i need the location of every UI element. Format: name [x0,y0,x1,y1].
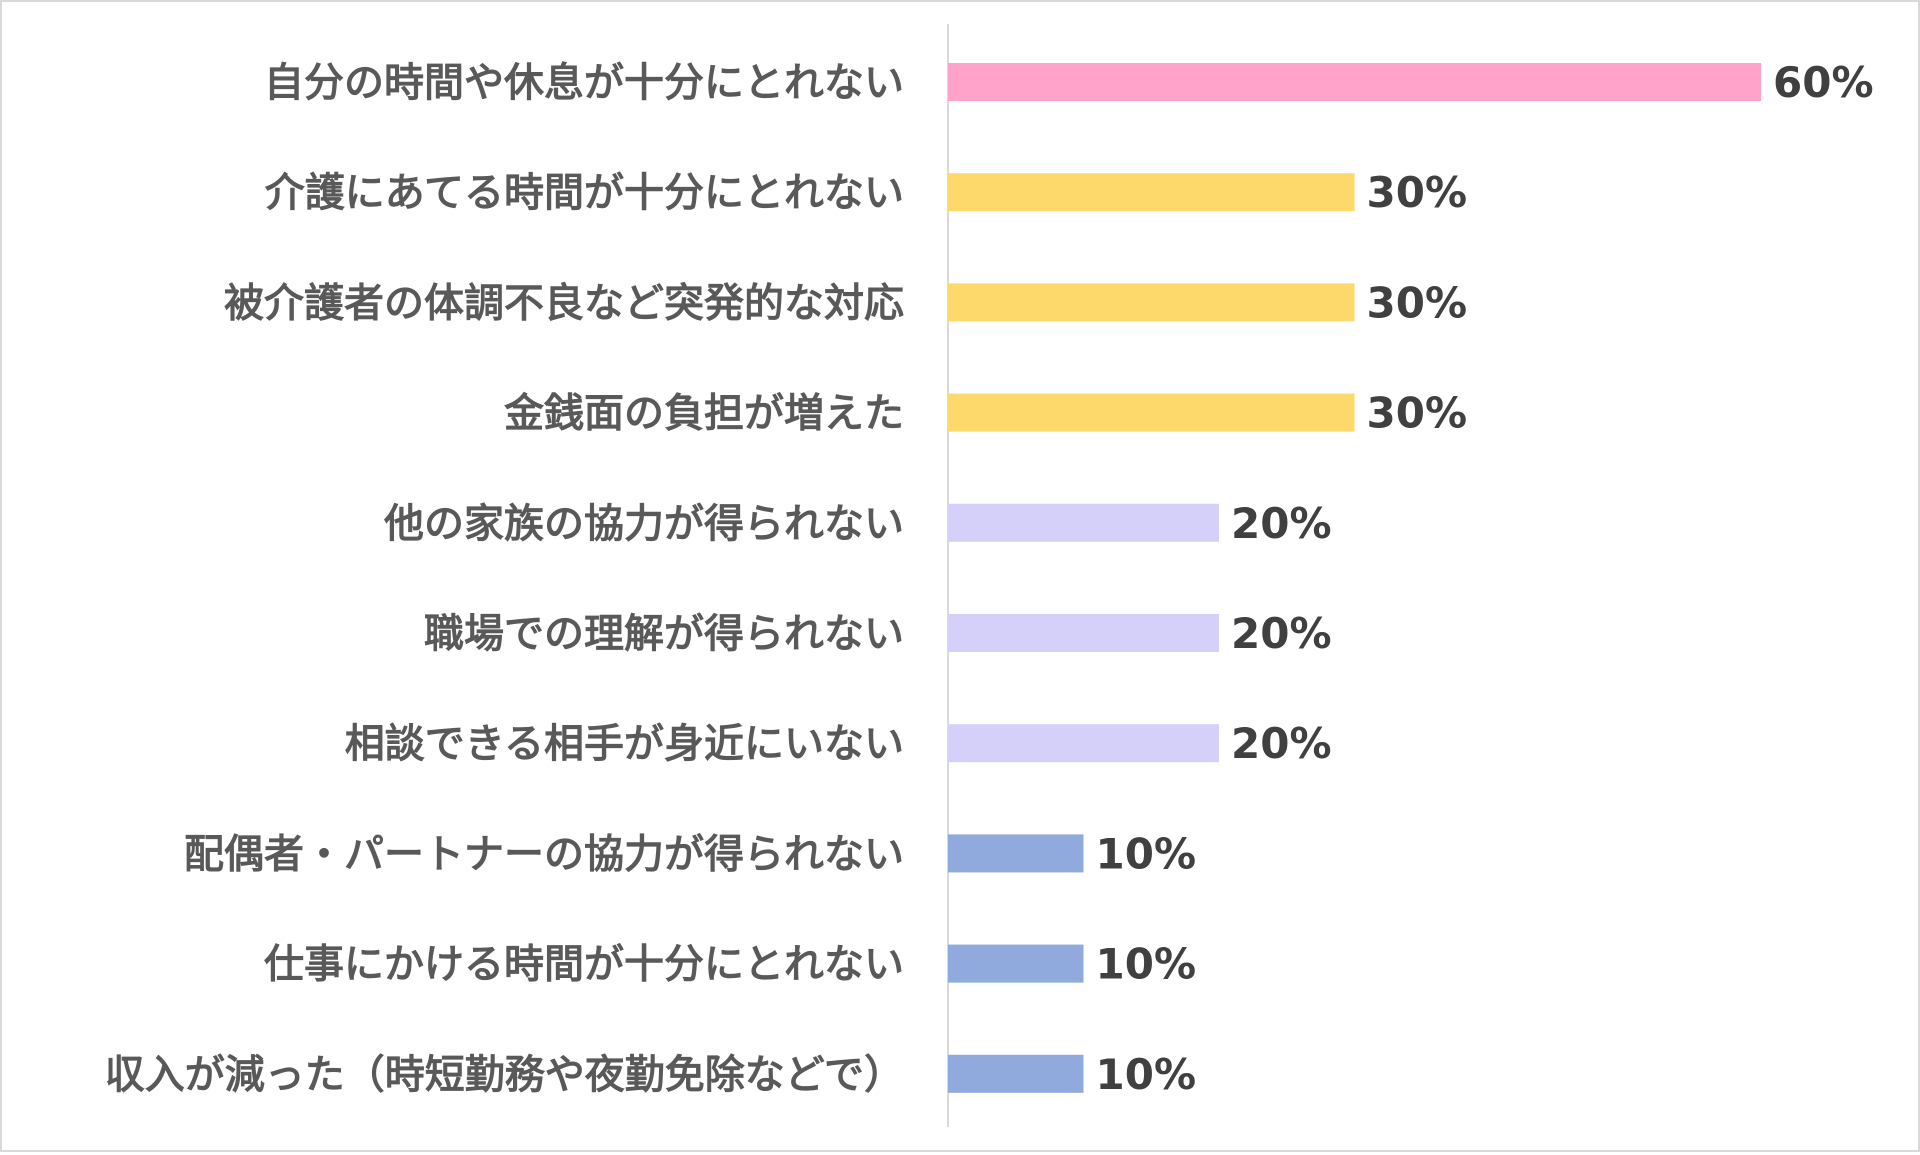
value-label-4: 20% [1231,499,1332,548]
bar-7 [948,834,1084,873]
bar-3 [948,393,1355,432]
category-label-7: 配偶者・パートナーの協力が得られない [184,831,904,877]
bar-0 [948,63,1761,101]
bar-5 [948,614,1219,652]
bar-6 [948,724,1219,763]
value-label-3: 30% [1367,389,1468,438]
category-label-6: 相談できる相手が身近にいない [345,721,904,767]
value-label-6: 20% [1231,719,1332,768]
category-label-9: 収入が減った（時短勤務や夜勤免除などで） [105,1052,904,1098]
category-label-3: 金銭面の負担が増えた [503,391,904,437]
category-label-1: 介護にあてる時間が十分にとれない [265,170,904,216]
value-label-7: 10% [1096,829,1197,878]
category-label-4: 他の家族の協力が得られない [383,501,904,547]
value-label-0: 60% [1773,58,1874,107]
bar-8 [948,944,1084,983]
bar-2 [948,283,1355,322]
value-label-9: 10% [1096,1050,1197,1099]
category-label-5: 職場での理解が得られない [424,611,904,657]
bar-9 [948,1054,1084,1093]
value-label-8: 10% [1096,940,1197,989]
value-label-1: 30% [1367,168,1468,217]
category-label-2: 被介護者の体調不良など突発的な対応 [224,280,904,326]
category-label-8: 仕事にかける時間が十分にとれない [264,942,904,988]
bar-4 [948,503,1219,542]
value-label-5: 20% [1231,609,1332,658]
value-label-2: 30% [1367,278,1468,327]
value-labels-group: 60% 30% 30% 30% 20% 20% 20% 10% 10% 10% [1096,58,1874,1099]
category-label-0: 自分の時間や休息が十分にとれない [264,60,904,106]
bar-1 [948,173,1355,212]
category-labels-group: 自分の時間や休息が十分にとれない介護にあてる時間が十分にとれない被介護者の体調不… [105,60,904,1098]
bars-group [948,63,1761,1093]
